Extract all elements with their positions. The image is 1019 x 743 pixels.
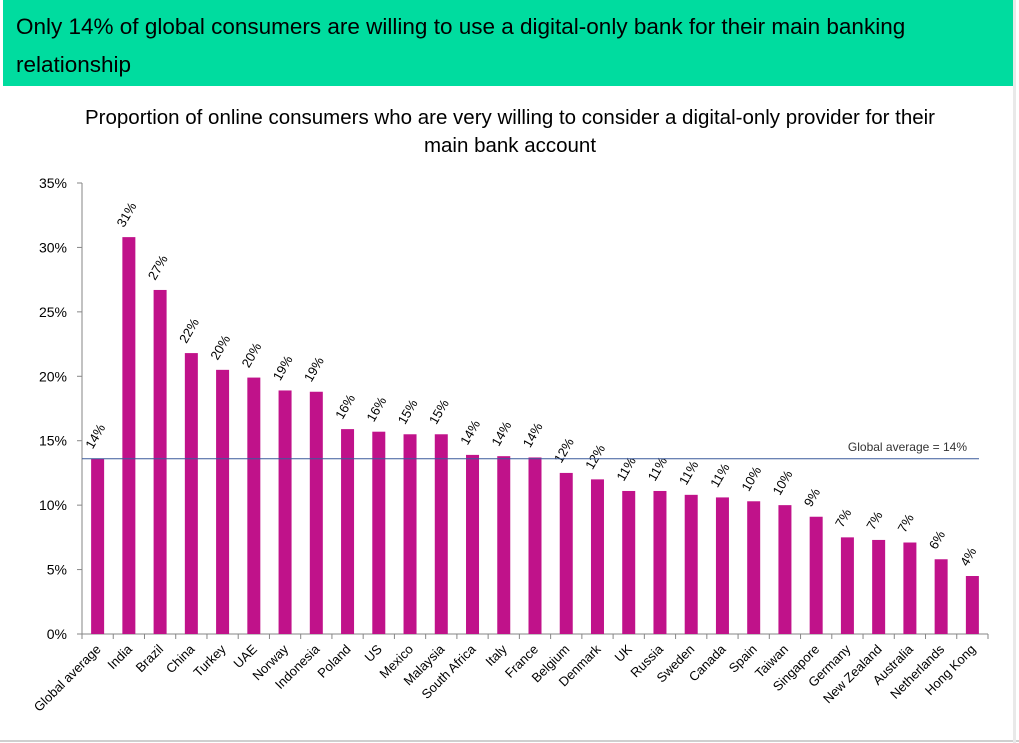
bar: [497, 456, 511, 634]
data-label: 7%: [863, 508, 886, 532]
bar: [466, 454, 480, 634]
data-label: 27%: [145, 252, 171, 282]
bar: [91, 458, 105, 634]
data-label: 15%: [426, 396, 452, 426]
bar: [590, 479, 604, 634]
bottom-divider: [0, 740, 1019, 742]
data-label: 7%: [832, 506, 855, 530]
data-label: 14%: [457, 417, 483, 447]
data-label: 9%: [801, 485, 824, 509]
data-label: 14%: [82, 421, 108, 451]
data-label: 14%: [520, 420, 546, 450]
data-label: 4%: [957, 544, 980, 568]
data-label: 15%: [395, 396, 421, 426]
header-title: Only 14% of global consumers are willing…: [16, 14, 906, 77]
bar: [528, 457, 542, 634]
bar: [184, 353, 198, 634]
bar: [965, 576, 979, 634]
bar: [684, 494, 698, 634]
bar: [778, 505, 792, 634]
data-label: 6%: [926, 528, 949, 552]
category-label: UK: [611, 641, 635, 665]
bar: [247, 377, 261, 634]
bar: [934, 559, 948, 634]
data-label: 16%: [332, 391, 358, 421]
category-label: US: [362, 641, 386, 665]
category-label: Global average: [31, 642, 104, 715]
category-label: Turkey: [190, 641, 229, 680]
data-label: 19%: [270, 353, 296, 383]
bar: [809, 516, 823, 634]
bar: [434, 434, 448, 634]
data-label: 22%: [176, 315, 202, 345]
y-tick-label: 30%: [39, 239, 67, 255]
header-banner: Only 14% of global consumers are willing…: [3, 0, 1014, 86]
bar: [153, 289, 167, 634]
data-label: 11%: [707, 460, 733, 490]
data-label: 20%: [238, 340, 264, 370]
category-label: Brazil: [133, 641, 167, 675]
y-tick-label: 20%: [39, 368, 67, 384]
bar: [747, 501, 761, 634]
data-label: 12%: [551, 435, 577, 465]
data-label: 14%: [488, 418, 514, 448]
y-tick-label: 15%: [39, 433, 67, 449]
data-label: 20%: [207, 332, 233, 362]
y-tick-label: 35%: [39, 175, 67, 191]
bar: [372, 431, 386, 634]
category-label: Poland: [314, 642, 353, 681]
y-tick-label: 25%: [39, 304, 67, 320]
bar: [903, 542, 917, 634]
bar: [278, 390, 292, 634]
bar: [122, 237, 136, 634]
bar: [715, 497, 729, 634]
y-tick-label: 10%: [39, 497, 67, 513]
bar: [309, 391, 323, 634]
bar: [622, 490, 636, 634]
data-label: 19%: [301, 354, 327, 384]
y-tick-label: 0%: [47, 626, 67, 642]
global-average-label: Global average = 14%: [848, 440, 967, 454]
y-tick-label: 5%: [47, 562, 67, 578]
right-divider: [1013, 0, 1016, 743]
bar: [559, 472, 573, 634]
category-label: India: [104, 641, 135, 672]
bar: [840, 537, 854, 634]
data-label: 7%: [895, 511, 918, 535]
bar: [216, 369, 230, 634]
data-label: 10%: [770, 467, 796, 497]
data-label: 31%: [113, 199, 139, 229]
data-label: 16%: [363, 394, 389, 424]
data-label: 11%: [676, 458, 702, 488]
bar: [653, 490, 667, 634]
bar: [403, 434, 417, 634]
data-label: 12%: [582, 441, 608, 471]
bar: [872, 539, 886, 634]
bar: [341, 429, 355, 634]
chart-title: Proportion of online consumers who are v…: [84, 106, 936, 157]
data-label: 10%: [738, 463, 764, 493]
